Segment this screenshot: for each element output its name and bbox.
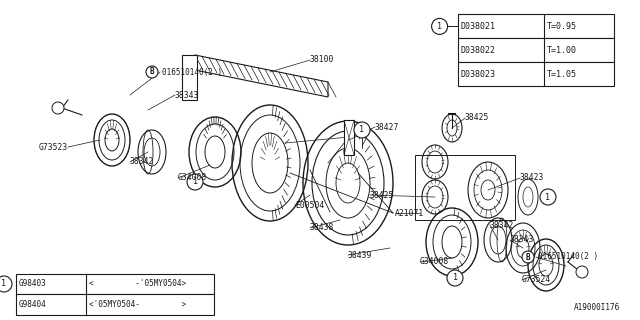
Circle shape [52,102,64,114]
Text: 1: 1 [452,274,458,283]
Bar [182,55,197,100]
Circle shape [447,270,463,286]
Text: G98403: G98403 [19,279,47,289]
Bar [415,155,515,220]
Text: 1: 1 [1,279,6,289]
Text: 38427: 38427 [375,123,399,132]
Text: 38425: 38425 [465,114,490,123]
Text: 38343: 38343 [175,91,200,100]
Circle shape [431,19,447,35]
Text: D038021: D038021 [461,22,495,31]
Text: G73523: G73523 [39,142,68,151]
Text: 1: 1 [545,193,550,202]
Text: D038023: D038023 [461,70,495,79]
Text: A21071: A21071 [395,209,424,218]
Circle shape [0,276,12,292]
Text: E00504: E00504 [295,201,324,210]
Circle shape [187,174,203,190]
Text: G34008: G34008 [178,173,207,182]
Text: 38425: 38425 [370,190,394,199]
Text: 016510140(2 ): 016510140(2 ) [538,252,598,261]
Text: 38342: 38342 [490,220,515,229]
Text: 38439: 38439 [348,251,372,260]
Text: G98404: G98404 [19,300,47,309]
Text: 1: 1 [193,178,198,187]
Text: 38343: 38343 [510,236,534,244]
Bar [344,120,354,155]
Circle shape [522,251,534,263]
Text: G34008: G34008 [420,258,449,267]
Bar [458,14,614,38]
Text: <         -'05MY0504>: < -'05MY0504> [90,279,186,289]
Text: B: B [525,252,531,261]
Text: B: B [150,68,154,76]
Text: T=0.95: T=0.95 [547,22,577,31]
Bar [458,62,614,86]
Circle shape [576,266,588,278]
Text: 38423: 38423 [520,173,545,182]
Bar [16,294,214,315]
Circle shape [540,189,556,205]
Text: <'05MY0504-         >: <'05MY0504- > [90,300,186,309]
Polygon shape [195,55,328,97]
Text: 38342: 38342 [130,157,154,166]
Bar [16,274,214,294]
Text: T=1.05: T=1.05 [547,70,577,79]
Bar [458,38,614,62]
Circle shape [146,66,158,78]
Circle shape [354,122,370,138]
Text: G73524: G73524 [522,276,551,284]
Text: 1: 1 [360,125,365,134]
Text: 38100: 38100 [310,55,334,65]
Text: 016510140(2 ): 016510140(2 ) [162,68,222,76]
Text: A19000I176: A19000I176 [573,303,620,312]
Text: 38438: 38438 [310,223,334,233]
Text: D038022: D038022 [461,46,495,55]
Text: 1: 1 [437,22,442,31]
Text: T=1.00: T=1.00 [547,46,577,55]
